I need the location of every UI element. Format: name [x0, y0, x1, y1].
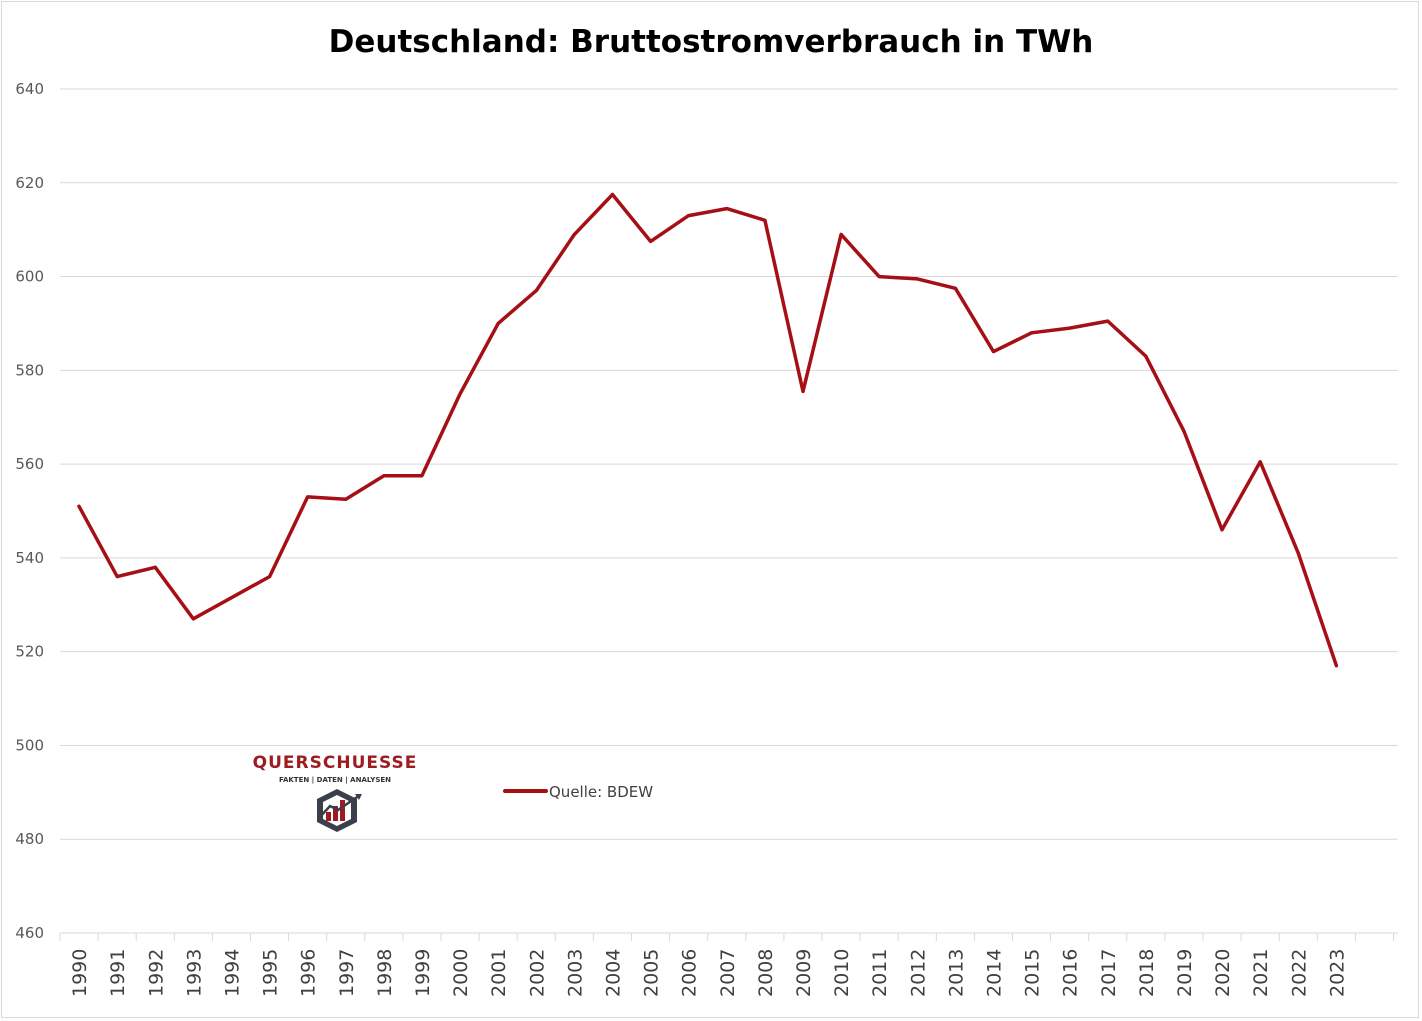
y-tick-label: 640: [15, 80, 44, 98]
y-tick-label: 460: [15, 924, 44, 942]
data-point: [611, 193, 614, 196]
x-tick-label: 1996: [298, 949, 320, 997]
logo-emblem-icon: [317, 789, 362, 832]
x-tick-label: 1995: [260, 949, 282, 997]
data-point: [268, 575, 272, 579]
data-point: [458, 392, 462, 396]
x-tick-label: 2012: [907, 949, 929, 997]
data-point: [801, 389, 805, 393]
data-point: [1296, 551, 1300, 555]
legend: Quelle: BDEW: [503, 783, 653, 801]
data-point: [953, 286, 957, 290]
x-tick-label: 1990: [69, 949, 91, 997]
legend-label: Quelle: BDEW: [549, 783, 653, 801]
x-tick-label: 1999: [412, 949, 434, 997]
data-point: [344, 497, 348, 501]
y-tick-label: 600: [15, 268, 44, 286]
x-tick-label: 2002: [526, 949, 548, 997]
data-point: [687, 214, 691, 218]
series-line: [77, 192, 1339, 668]
x-axis: 1990 1991 1992 1993 1994 1995 1996 1997 1998 1999…: [59, 932, 1398, 997]
x-tick-label: 2023: [1326, 949, 1348, 997]
x-tick-label: 2015: [1022, 949, 1044, 997]
x-tick-label: 2014: [983, 949, 1005, 997]
x-tick-label: 2011: [869, 949, 891, 997]
y-axis-tick-labels: 460 480 500 520 540 560 580 600 620 640: [15, 80, 44, 942]
x-tick-label: 2016: [1060, 949, 1082, 997]
y-tick-label: 620: [15, 174, 44, 192]
y-tick-label: 580: [15, 361, 44, 379]
data-point: [306, 495, 310, 499]
data-point: [572, 232, 576, 236]
x-tick-label: 2006: [679, 949, 701, 997]
x-tick-label: 2018: [1136, 949, 1158, 997]
data-point: [153, 565, 157, 569]
y-tick-label: 480: [15, 830, 44, 848]
x-tick-label: 1998: [374, 949, 396, 997]
chart-title: Deutschland: Bruttostromverbrauch in TWh: [329, 24, 1094, 60]
x-tick-label: 1992: [145, 949, 167, 997]
x-tick-label: 2021: [1250, 949, 1272, 997]
x-tick-label: 1997: [336, 949, 358, 997]
y-tick-label: 520: [15, 643, 44, 661]
x-tick-label: 2020: [1212, 949, 1234, 997]
x-tick-label: 2010: [831, 949, 853, 997]
data-point: [649, 239, 653, 243]
data-point: [115, 575, 119, 579]
x-tick-label: 2008: [755, 949, 777, 997]
data-point: [877, 275, 881, 279]
data-point: [230, 596, 233, 600]
data-point: [191, 617, 195, 621]
gridlines: [60, 88, 1398, 840]
series-layer: [77, 192, 1339, 668]
logo-tagline: FAKTEN | DATEN | ANALYSEN: [279, 776, 391, 785]
logo-name: QUERSCHUESSE: [253, 753, 418, 773]
x-tick-label: 2022: [1288, 949, 1310, 997]
data-point: [992, 350, 995, 354]
x-tick-label: 2007: [717, 949, 739, 997]
x-tick-label: 1991: [107, 949, 129, 997]
x-tick-label: 2013: [945, 949, 967, 997]
data-point: [1258, 460, 1262, 464]
data-point: [915, 277, 919, 281]
data-point: [1144, 354, 1148, 358]
x-tick-label: 2009: [793, 949, 815, 997]
x-tick-label: 2005: [641, 949, 663, 997]
x-tick-label: 2001: [488, 949, 510, 997]
data-point: [534, 289, 538, 293]
y-tick-label: 500: [15, 736, 44, 754]
x-tick-label: 2017: [1098, 949, 1120, 997]
x-tick-label: 2003: [564, 949, 586, 997]
data-point: [1334, 664, 1338, 668]
x-tick-label: 2004: [602, 949, 624, 997]
x-tick-label: 1993: [183, 949, 205, 997]
data-point: [1106, 319, 1110, 323]
data-point: [496, 321, 500, 325]
y-tick-label: 540: [15, 549, 44, 567]
x-tick-label: 2000: [450, 949, 472, 997]
data-point: [1182, 429, 1186, 433]
data-point: [1068, 326, 1072, 330]
x-tick-label: 1994: [221, 949, 243, 997]
data-point: [725, 207, 729, 211]
querschuesse-logo: QUERSCHUESSE FAKTEN | DATEN | ANALYSEN: [253, 753, 418, 832]
data-point: [763, 218, 767, 222]
data-point: [1030, 331, 1034, 335]
data-point: [382, 474, 386, 478]
data-point: [839, 232, 843, 236]
data-point: [1220, 528, 1224, 532]
data-point: [420, 474, 424, 478]
x-tick-label: 2019: [1174, 949, 1196, 997]
y-tick-label: 560: [15, 455, 44, 473]
data-point: [77, 504, 81, 508]
